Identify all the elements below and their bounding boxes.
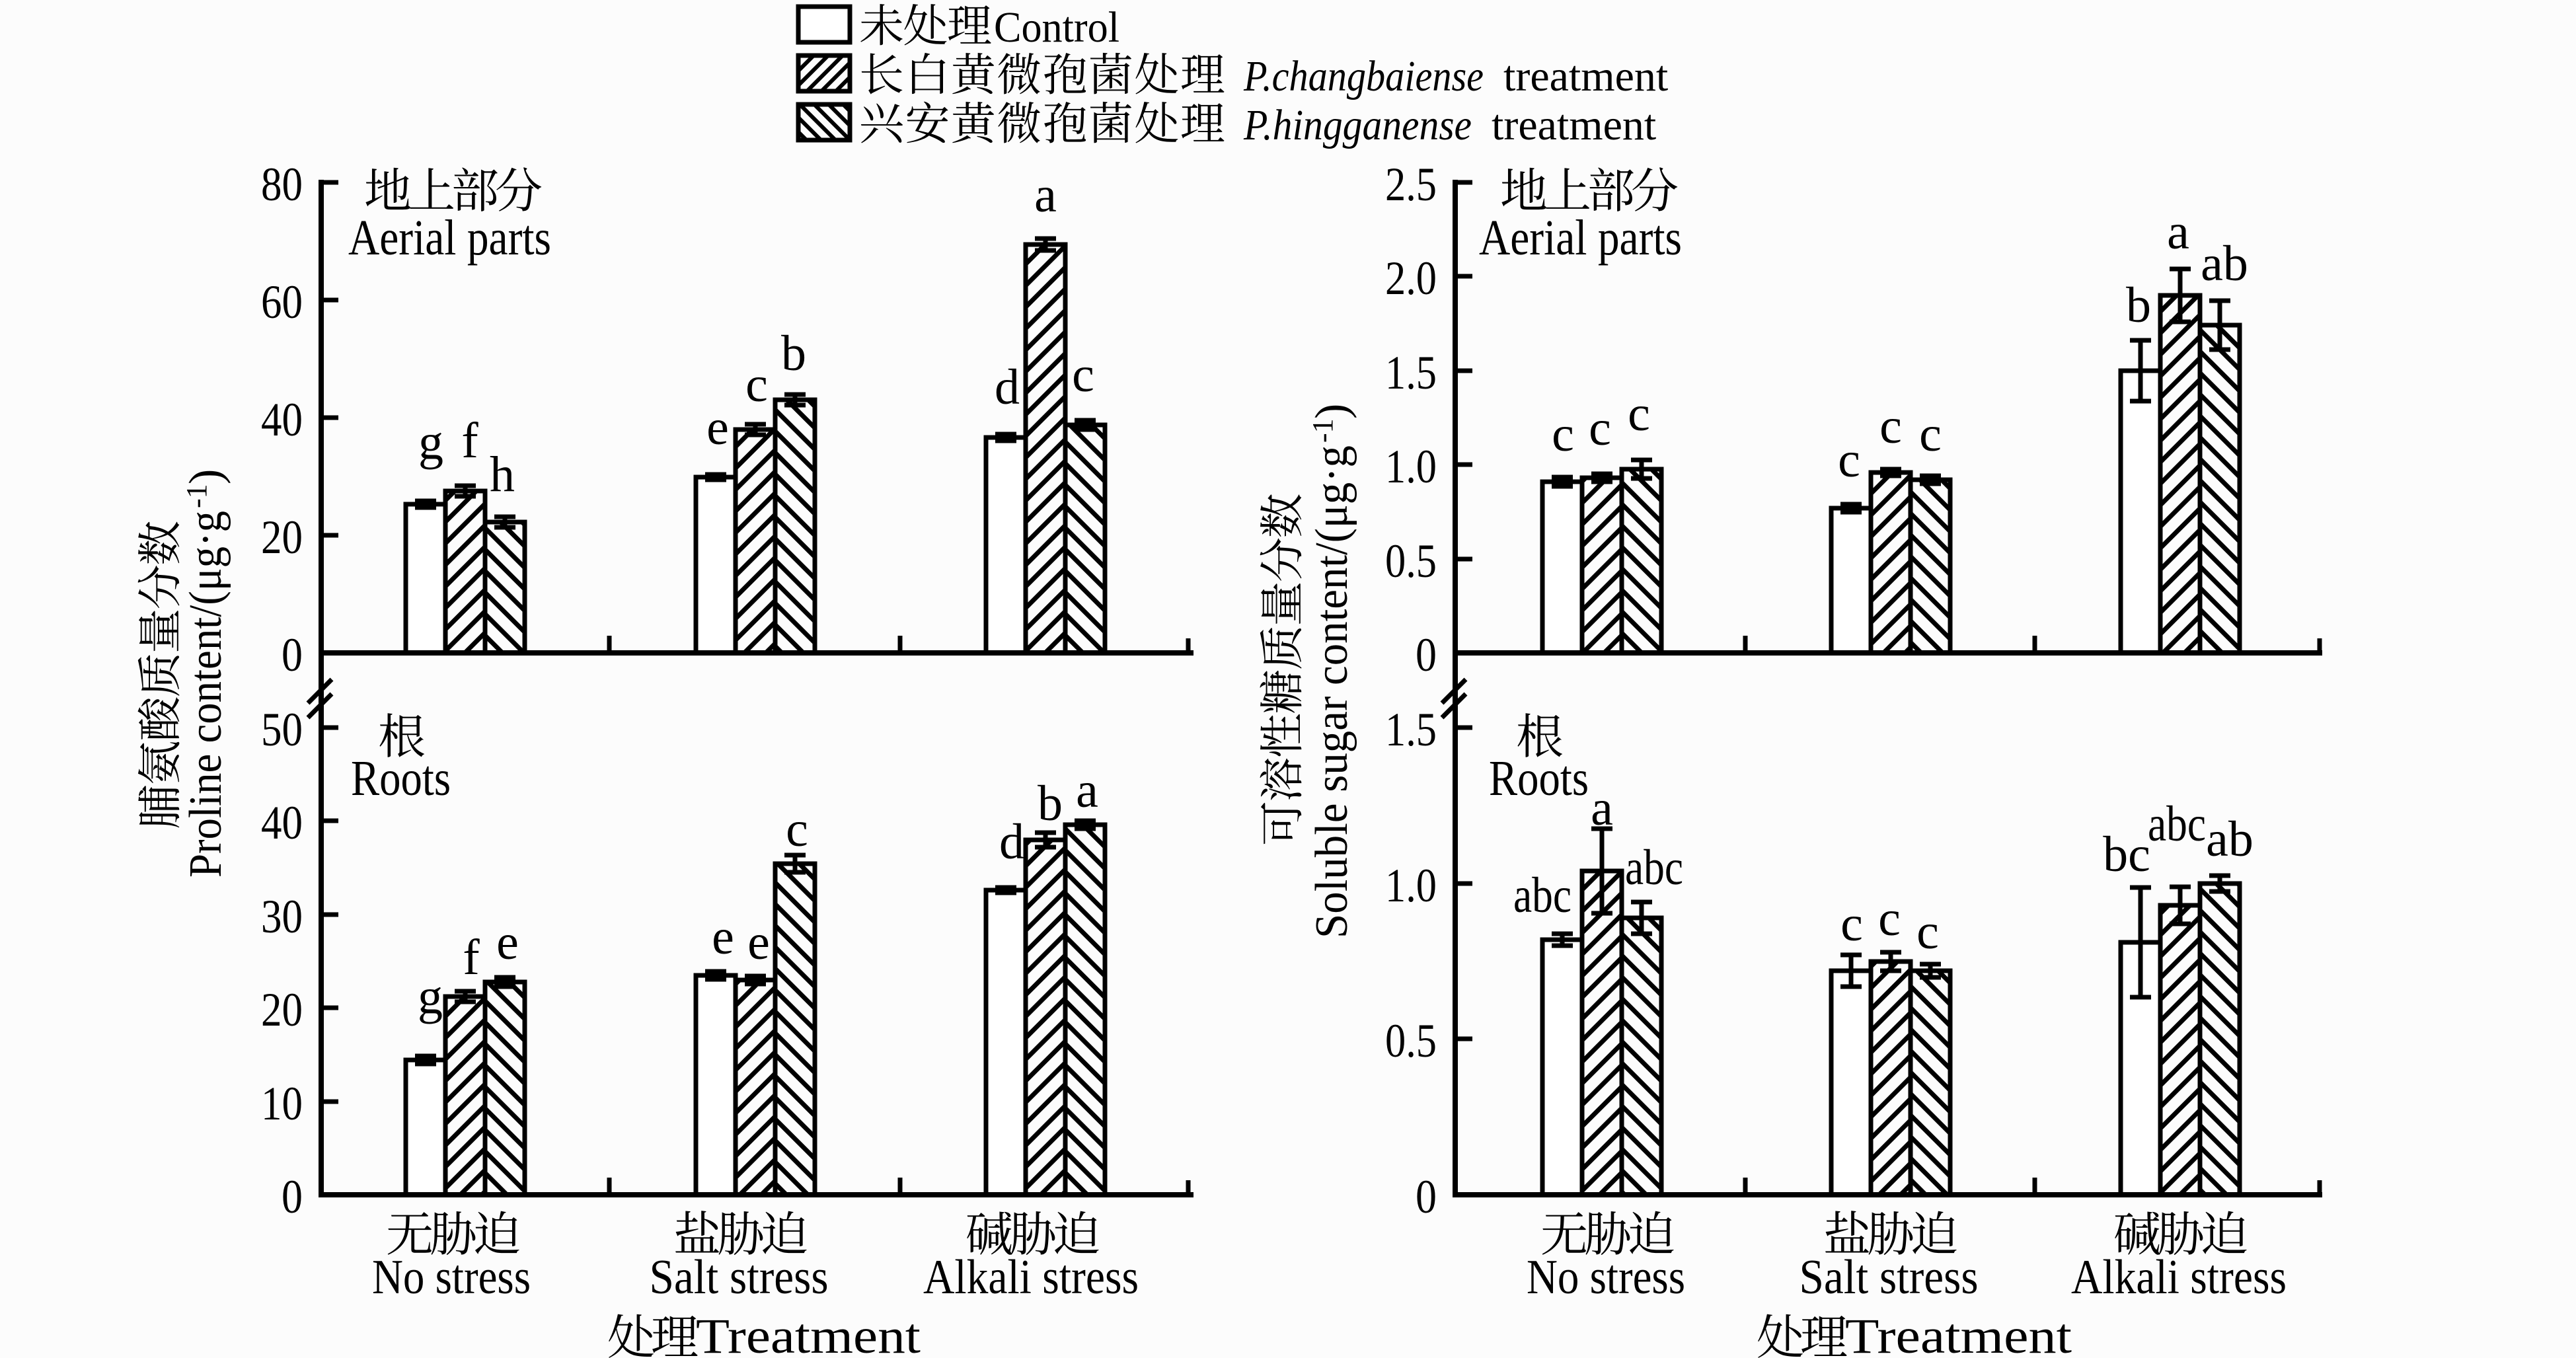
- svg-text:abc: abc: [1625, 840, 1683, 895]
- svg-text:c: c: [1072, 347, 1094, 402]
- svg-text:2.5: 2.5: [1385, 158, 1437, 211]
- svg-text:Control: Control: [994, 3, 1119, 52]
- svg-text:ab: ab: [2201, 236, 2248, 291]
- svg-text:0: 0: [282, 1170, 303, 1223]
- svg-text:2.0: 2.0: [1385, 252, 1437, 305]
- svg-text:bc: bc: [2103, 827, 2150, 882]
- svg-text:Alkali stress: Alkali stress: [923, 1250, 1139, 1304]
- svg-text:10: 10: [261, 1077, 303, 1130]
- svg-text:a: a: [1034, 167, 1057, 223]
- svg-text:g: g: [418, 414, 443, 470]
- svg-text:Treatment: Treatment: [1845, 1309, 2072, 1358]
- svg-text:30: 30: [261, 890, 303, 943]
- svg-text:40: 40: [261, 393, 303, 446]
- svg-text:c: c: [1916, 904, 1939, 960]
- svg-text:abc: abc: [2148, 796, 2206, 852]
- svg-text:1.0: 1.0: [1385, 859, 1437, 912]
- svg-text:Roots: Roots: [351, 751, 451, 806]
- svg-text:Salt stress: Salt stress: [650, 1250, 829, 1304]
- svg-text:c: c: [786, 802, 808, 857]
- svg-text:a: a: [1591, 780, 1613, 836]
- svg-text:c: c: [1589, 400, 1611, 456]
- svg-text:Aerial parts: Aerial parts: [1479, 210, 1682, 266]
- svg-text:b: b: [1038, 776, 1063, 831]
- svg-text:Salt stress: Salt stress: [1799, 1250, 1979, 1304]
- svg-text:c: c: [1838, 432, 1860, 488]
- svg-text:d: d: [995, 359, 1020, 415]
- svg-text:b: b: [781, 326, 806, 381]
- svg-text:No stress: No stress: [372, 1250, 531, 1304]
- svg-text:a: a: [2167, 204, 2189, 260]
- svg-text:1.0: 1.0: [1385, 440, 1437, 493]
- svg-text:60: 60: [261, 276, 303, 328]
- svg-text:80: 80: [261, 158, 303, 211]
- svg-text:c: c: [1628, 386, 1650, 441]
- svg-text:Alkali stress: Alkali stress: [2071, 1250, 2287, 1304]
- svg-text:b: b: [2126, 278, 2151, 333]
- svg-text:50: 50: [261, 703, 303, 756]
- svg-text:0.5: 0.5: [1385, 1014, 1437, 1067]
- svg-text:f: f: [461, 413, 478, 469]
- svg-text:e: e: [747, 915, 770, 970]
- svg-text:Roots: Roots: [1489, 751, 1589, 806]
- svg-text:a: a: [1076, 763, 1098, 818]
- svg-text:abc: abc: [1513, 868, 1572, 923]
- svg-text:Soluble sugar content/(μg·g: Soluble sugar content/(μg·g: [1307, 445, 1357, 938]
- svg-text:g: g: [418, 969, 443, 1024]
- svg-text:e: e: [706, 400, 729, 455]
- svg-text:d: d: [999, 814, 1024, 870]
- svg-text:Aerial parts: Aerial parts: [348, 210, 551, 266]
- svg-text:treatment: treatment: [1503, 52, 1668, 100]
- svg-text:Treatment: Treatment: [696, 1309, 921, 1358]
- svg-text:c: c: [745, 357, 768, 412]
- svg-text:c: c: [1919, 406, 1942, 462]
- svg-text:0: 0: [282, 628, 303, 681]
- svg-text:-1: -1: [180, 484, 213, 508]
- svg-text:c: c: [1878, 891, 1901, 946]
- svg-text:f: f: [463, 930, 480, 985]
- svg-text:c: c: [1840, 896, 1863, 952]
- svg-text:No stress: No stress: [1527, 1250, 1685, 1304]
- svg-text:treatment: treatment: [1492, 101, 1656, 149]
- svg-text:40: 40: [261, 796, 303, 849]
- svg-text:Proline content/(μg·g: Proline content/(μg·g: [180, 511, 231, 878]
- svg-text:c: c: [1879, 398, 1902, 454]
- svg-text:0: 0: [1416, 628, 1437, 681]
- svg-text:1.5: 1.5: [1385, 346, 1437, 399]
- svg-text:ab: ab: [2206, 811, 2254, 867]
- svg-text:): ): [180, 469, 231, 484]
- svg-text:0.5: 0.5: [1385, 535, 1437, 587]
- svg-text:0: 0: [1416, 1170, 1437, 1223]
- svg-text:20: 20: [261, 511, 303, 564]
- svg-text:P.hingganense: P.hingganense: [1243, 101, 1472, 149]
- svg-text:): ): [1307, 404, 1357, 419]
- svg-text:20: 20: [261, 983, 303, 1036]
- svg-text:1.5: 1.5: [1385, 703, 1437, 756]
- svg-text:h: h: [490, 447, 515, 502]
- svg-text:-1: -1: [1307, 418, 1339, 443]
- svg-text:c: c: [1552, 406, 1574, 462]
- svg-text:e: e: [496, 915, 519, 970]
- svg-text:e: e: [712, 909, 734, 965]
- svg-text:P.changbaiense: P.changbaiense: [1243, 52, 1484, 100]
